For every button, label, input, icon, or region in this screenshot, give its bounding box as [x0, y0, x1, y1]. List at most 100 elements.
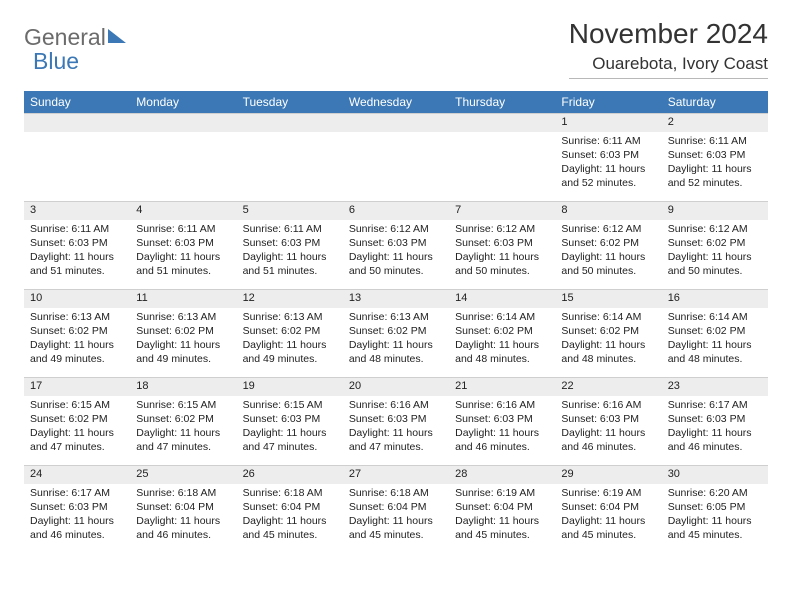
daynum-row: 12: [24, 114, 768, 132]
daylight-line: Daylight: 11 hours and 50 minutes.: [349, 250, 443, 278]
logo-triangle-icon: [108, 29, 126, 43]
day-number: [449, 114, 555, 132]
weekday-thu: Thursday: [449, 91, 555, 114]
sunrise-line: Sunrise: 6:13 AM: [30, 310, 124, 324]
daylight-line: Daylight: 11 hours and 46 minutes.: [668, 426, 762, 454]
sunrise-line: Sunrise: 6:13 AM: [136, 310, 230, 324]
sunrise-line: Sunrise: 6:18 AM: [349, 486, 443, 500]
sunrise-line: Sunrise: 6:11 AM: [243, 222, 337, 236]
day-info: Sunrise: 6:16 AMSunset: 6:03 PMDaylight:…: [449, 396, 555, 466]
daylight-line: Daylight: 11 hours and 51 minutes.: [30, 250, 124, 278]
sunset-line: Sunset: 6:04 PM: [243, 500, 337, 514]
sunset-line: Sunset: 6:02 PM: [561, 324, 655, 338]
calendar-table: Sunday Monday Tuesday Wednesday Thursday…: [24, 91, 768, 554]
sunrise-line: Sunrise: 6:16 AM: [455, 398, 549, 412]
sunrise-line: Sunrise: 6:11 AM: [668, 134, 762, 148]
day-info: Sunrise: 6:18 AMSunset: 6:04 PMDaylight:…: [237, 484, 343, 554]
day-info: Sunrise: 6:13 AMSunset: 6:02 PMDaylight:…: [130, 308, 236, 378]
day-number: 19: [237, 378, 343, 396]
day-number: 13: [343, 290, 449, 308]
daylight-line: Daylight: 11 hours and 46 minutes.: [455, 426, 549, 454]
day-number: 27: [343, 466, 449, 484]
sunrise-line: Sunrise: 6:16 AM: [561, 398, 655, 412]
day-info: Sunrise: 6:12 AMSunset: 6:02 PMDaylight:…: [662, 220, 768, 290]
sunset-line: Sunset: 6:03 PM: [243, 412, 337, 426]
sunrise-line: Sunrise: 6:13 AM: [349, 310, 443, 324]
weekday-mon: Monday: [130, 91, 236, 114]
day-number: 26: [237, 466, 343, 484]
sunset-line: Sunset: 6:03 PM: [561, 148, 655, 162]
sunrise-line: Sunrise: 6:13 AM: [243, 310, 337, 324]
sunset-line: Sunset: 6:03 PM: [668, 412, 762, 426]
sunrise-line: Sunrise: 6:14 AM: [668, 310, 762, 324]
sunset-line: Sunset: 6:04 PM: [136, 500, 230, 514]
day-info: Sunrise: 6:19 AMSunset: 6:04 PMDaylight:…: [555, 484, 661, 554]
daylight-line: Daylight: 11 hours and 48 minutes.: [668, 338, 762, 366]
day-number: 29: [555, 466, 661, 484]
day-info: Sunrise: 6:14 AMSunset: 6:02 PMDaylight:…: [449, 308, 555, 378]
day-number: 25: [130, 466, 236, 484]
sunset-line: Sunset: 6:03 PM: [30, 500, 124, 514]
weekday-row: Sunday Monday Tuesday Wednesday Thursday…: [24, 91, 768, 114]
sunset-line: Sunset: 6:03 PM: [243, 236, 337, 250]
day-info: Sunrise: 6:12 AMSunset: 6:03 PMDaylight:…: [449, 220, 555, 290]
sunset-line: Sunset: 6:05 PM: [668, 500, 762, 514]
sunrise-line: Sunrise: 6:15 AM: [136, 398, 230, 412]
sunset-line: Sunset: 6:04 PM: [561, 500, 655, 514]
day-number: 14: [449, 290, 555, 308]
day-number: 10: [24, 290, 130, 308]
sunrise-line: Sunrise: 6:17 AM: [668, 398, 762, 412]
sunset-line: Sunset: 6:03 PM: [349, 412, 443, 426]
daylight-line: Daylight: 11 hours and 52 minutes.: [561, 162, 655, 190]
sunrise-line: Sunrise: 6:19 AM: [455, 486, 549, 500]
day-number: 23: [662, 378, 768, 396]
day-number: 2: [662, 114, 768, 132]
sunset-line: Sunset: 6:04 PM: [349, 500, 443, 514]
daylight-line: Daylight: 11 hours and 51 minutes.: [136, 250, 230, 278]
sunset-line: Sunset: 6:02 PM: [136, 412, 230, 426]
sunrise-line: Sunrise: 6:15 AM: [30, 398, 124, 412]
sunrise-line: Sunrise: 6:12 AM: [349, 222, 443, 236]
weekday-fri: Friday: [555, 91, 661, 114]
day-info: Sunrise: 6:15 AMSunset: 6:02 PMDaylight:…: [24, 396, 130, 466]
day-info: [343, 132, 449, 202]
sunset-line: Sunset: 6:02 PM: [243, 324, 337, 338]
brand-logo: General: [24, 18, 126, 51]
daylight-line: Daylight: 11 hours and 52 minutes.: [668, 162, 762, 190]
day-number: 11: [130, 290, 236, 308]
day-info: Sunrise: 6:11 AMSunset: 6:03 PMDaylight:…: [237, 220, 343, 290]
sunrise-line: Sunrise: 6:11 AM: [136, 222, 230, 236]
weekday-sun: Sunday: [24, 91, 130, 114]
weekday-sat: Saturday: [662, 91, 768, 114]
daylight-line: Daylight: 11 hours and 45 minutes.: [349, 514, 443, 542]
day-number: 9: [662, 202, 768, 220]
sunset-line: Sunset: 6:03 PM: [668, 148, 762, 162]
day-info: Sunrise: 6:19 AMSunset: 6:04 PMDaylight:…: [449, 484, 555, 554]
daylight-line: Daylight: 11 hours and 46 minutes.: [561, 426, 655, 454]
sunset-line: Sunset: 6:03 PM: [349, 236, 443, 250]
daylight-line: Daylight: 11 hours and 46 minutes.: [30, 514, 124, 542]
daynum-row: 10111213141516: [24, 290, 768, 308]
calendar-page: General November 2024 Ouarebota, Ivory C…: [0, 0, 792, 554]
daylight-line: Daylight: 11 hours and 47 minutes.: [243, 426, 337, 454]
daylight-line: Daylight: 11 hours and 48 minutes.: [455, 338, 549, 366]
sunset-line: Sunset: 6:03 PM: [455, 412, 549, 426]
day-info: [24, 132, 130, 202]
info-row: Sunrise: 6:17 AMSunset: 6:03 PMDaylight:…: [24, 484, 768, 554]
daylight-line: Daylight: 11 hours and 48 minutes.: [561, 338, 655, 366]
day-number: [24, 114, 130, 132]
day-info: Sunrise: 6:11 AMSunset: 6:03 PMDaylight:…: [555, 132, 661, 202]
day-number: [237, 114, 343, 132]
sunrise-line: Sunrise: 6:17 AM: [30, 486, 124, 500]
brand-part2: Blue: [33, 48, 79, 75]
day-number: [130, 114, 236, 132]
day-info: [130, 132, 236, 202]
day-number: 20: [343, 378, 449, 396]
sunset-line: Sunset: 6:04 PM: [455, 500, 549, 514]
info-row: Sunrise: 6:11 AMSunset: 6:03 PMDaylight:…: [24, 220, 768, 290]
sunrise-line: Sunrise: 6:18 AM: [243, 486, 337, 500]
sunset-line: Sunset: 6:03 PM: [136, 236, 230, 250]
day-info: Sunrise: 6:13 AMSunset: 6:02 PMDaylight:…: [343, 308, 449, 378]
day-number: 21: [449, 378, 555, 396]
day-info: Sunrise: 6:14 AMSunset: 6:02 PMDaylight:…: [662, 308, 768, 378]
